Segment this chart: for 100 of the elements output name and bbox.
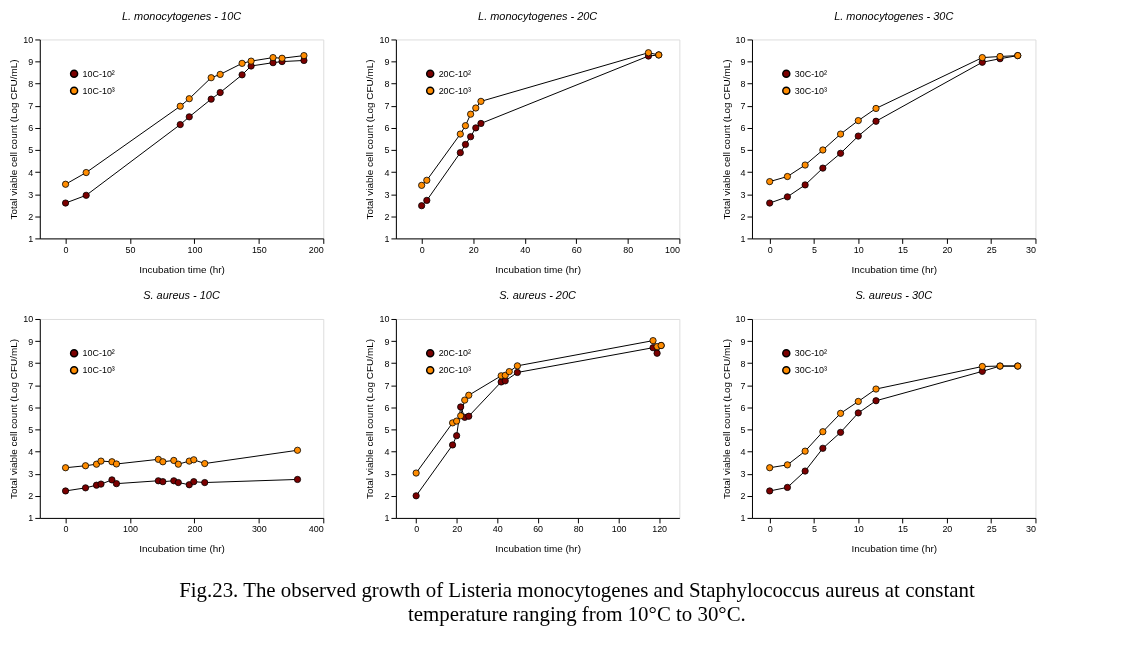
y-tick-label: 6 xyxy=(740,123,746,134)
y-tick-label: 9 xyxy=(740,57,746,68)
chart-title: L. monocytogenes - 30C xyxy=(834,9,954,22)
x-tick-label: 200 xyxy=(308,244,324,255)
y-axis-title: Total viable cell count (Log CFU/mL) xyxy=(720,338,732,500)
legend-label: 10C-10² xyxy=(82,68,115,79)
x-tick-label: 20 xyxy=(942,244,953,255)
x-tick-label: 30 xyxy=(1026,244,1036,255)
legend-label: 10C-10³ xyxy=(82,85,115,96)
legend-label: 20C-10² xyxy=(438,348,471,359)
y-tick-label: 1 xyxy=(384,513,390,524)
x-tick-label: 50 xyxy=(125,244,136,255)
legend-label: 10C-10² xyxy=(82,348,115,359)
x-tick-label: 0 xyxy=(414,524,420,535)
x-tick-label: 80 xyxy=(573,524,584,535)
legend-label: 10C-10³ xyxy=(82,365,115,376)
x-tick-label: 15 xyxy=(898,244,909,255)
y-tick-label: 9 xyxy=(384,336,390,347)
y-tick-label: 2 xyxy=(28,491,34,502)
x-tick-label: 10 xyxy=(853,244,864,255)
x-tick-label: 0 xyxy=(767,524,773,535)
y-tick-label: 2 xyxy=(740,491,746,502)
x-tick-label: 200 xyxy=(187,524,203,535)
y-axis-title: Total viable cell count (Log CFU/mL) xyxy=(364,338,376,500)
x-tick-label: 0 xyxy=(63,524,69,535)
y-tick-label: 2 xyxy=(28,211,34,222)
y-tick-label: 3 xyxy=(384,189,390,200)
y-tick-label: 9 xyxy=(740,336,746,347)
x-tick-label: 0 xyxy=(419,244,425,255)
y-tick-label: 7 xyxy=(384,101,390,112)
y-tick-label: 3 xyxy=(28,189,34,200)
y-tick-label: 8 xyxy=(384,358,390,369)
y-tick-label: 6 xyxy=(740,402,746,413)
y-tick-label: 2 xyxy=(740,211,746,222)
y-tick-label: 7 xyxy=(28,101,34,112)
chart-title: S. aureus - 20C xyxy=(499,289,577,302)
y-axis-title: Total viable cell count (Log CFU/mL) xyxy=(364,59,376,220)
y-tick-label: 5 xyxy=(384,424,390,435)
y-tick-label: 6 xyxy=(28,402,34,413)
x-tick-label: 400 xyxy=(308,524,324,535)
legend-label: 30C-10³ xyxy=(794,85,828,96)
chart-title: S. aureus - 10C xyxy=(143,289,220,302)
x-tick-label: 0 xyxy=(767,244,773,255)
x-tick-label: 100 xyxy=(123,524,138,535)
x-tick-label: 30 xyxy=(1026,524,1036,535)
y-tick-label: 4 xyxy=(28,167,34,178)
y-tick-label: 8 xyxy=(740,79,746,90)
y-tick-label: 9 xyxy=(28,336,34,347)
y-tick-label: 9 xyxy=(28,57,34,68)
y-tick-label: 6 xyxy=(384,402,390,413)
x-axis-title: Incubation time (hr) xyxy=(851,543,938,555)
y-tick-label: 1 xyxy=(28,233,34,244)
legend-label: 30C-10² xyxy=(794,68,828,79)
chart-title: L. monocytogenes - 10C xyxy=(121,9,242,22)
x-tick-label: 20 xyxy=(942,524,953,535)
x-tick-label: 300 xyxy=(251,524,267,535)
y-tick-label: 1 xyxy=(28,513,34,524)
x-tick-label: 25 xyxy=(986,244,997,255)
y-tick-label: 3 xyxy=(384,469,390,480)
x-axis-title: Incubation time (hr) xyxy=(139,263,225,275)
x-tick-label: 5 xyxy=(812,524,817,535)
y-tick-label: 10 xyxy=(23,34,34,45)
y-tick-label: 9 xyxy=(384,57,390,68)
y-tick-label: 5 xyxy=(740,145,746,156)
y-tick-label: 7 xyxy=(740,380,746,391)
y-tick-label: 1 xyxy=(384,233,390,244)
y-tick-label: 4 xyxy=(384,167,390,178)
y-tick-label: 5 xyxy=(740,424,746,435)
x-tick-label: 80 xyxy=(623,244,634,255)
y-tick-label: 8 xyxy=(384,79,390,90)
y-tick-label: 7 xyxy=(384,380,390,391)
caption: Fig.23. The observed growth of Listeria monocytogenes and Staphylococcus aureus at constant temperature ranging from 10°C to 30°C. xyxy=(179,578,975,627)
y-tick-label: 8 xyxy=(28,79,34,90)
x-tick-label: 100 xyxy=(187,244,203,255)
legend-label: 30C-10³ xyxy=(794,365,828,376)
x-tick-label: 0 xyxy=(63,244,69,255)
x-tick-label: 25 xyxy=(986,524,997,535)
x-tick-label: 120 xyxy=(652,524,668,535)
y-tick-label: 10 xyxy=(735,34,746,45)
y-tick-label: 3 xyxy=(740,469,746,480)
y-tick-label: 4 xyxy=(740,447,746,458)
x-tick-label: 20 xyxy=(452,524,463,535)
y-tick-label: 8 xyxy=(740,358,746,369)
y-tick-label: 5 xyxy=(28,145,34,156)
y-tick-label: 1 xyxy=(740,513,746,524)
x-tick-label: 5 xyxy=(812,244,817,255)
x-tick-label: 20 xyxy=(468,244,479,255)
y-tick-label: 8 xyxy=(28,358,34,369)
y-tick-label: 7 xyxy=(740,101,746,112)
y-tick-label: 4 xyxy=(384,447,390,458)
y-axis-title: Total viable cell count (Log CFU/mL) xyxy=(8,59,20,220)
x-tick-label: 100 xyxy=(664,244,680,255)
legend-label: 30C-10² xyxy=(794,348,828,359)
y-tick-label: 10 xyxy=(379,314,390,325)
y-tick-label: 3 xyxy=(740,189,746,200)
x-tick-label: 150 xyxy=(251,244,267,255)
y-tick-label: 2 xyxy=(384,491,390,502)
x-tick-label: 60 xyxy=(571,244,582,255)
legend-label: 20C-10³ xyxy=(438,365,471,376)
x-tick-label: 100 xyxy=(611,524,627,535)
